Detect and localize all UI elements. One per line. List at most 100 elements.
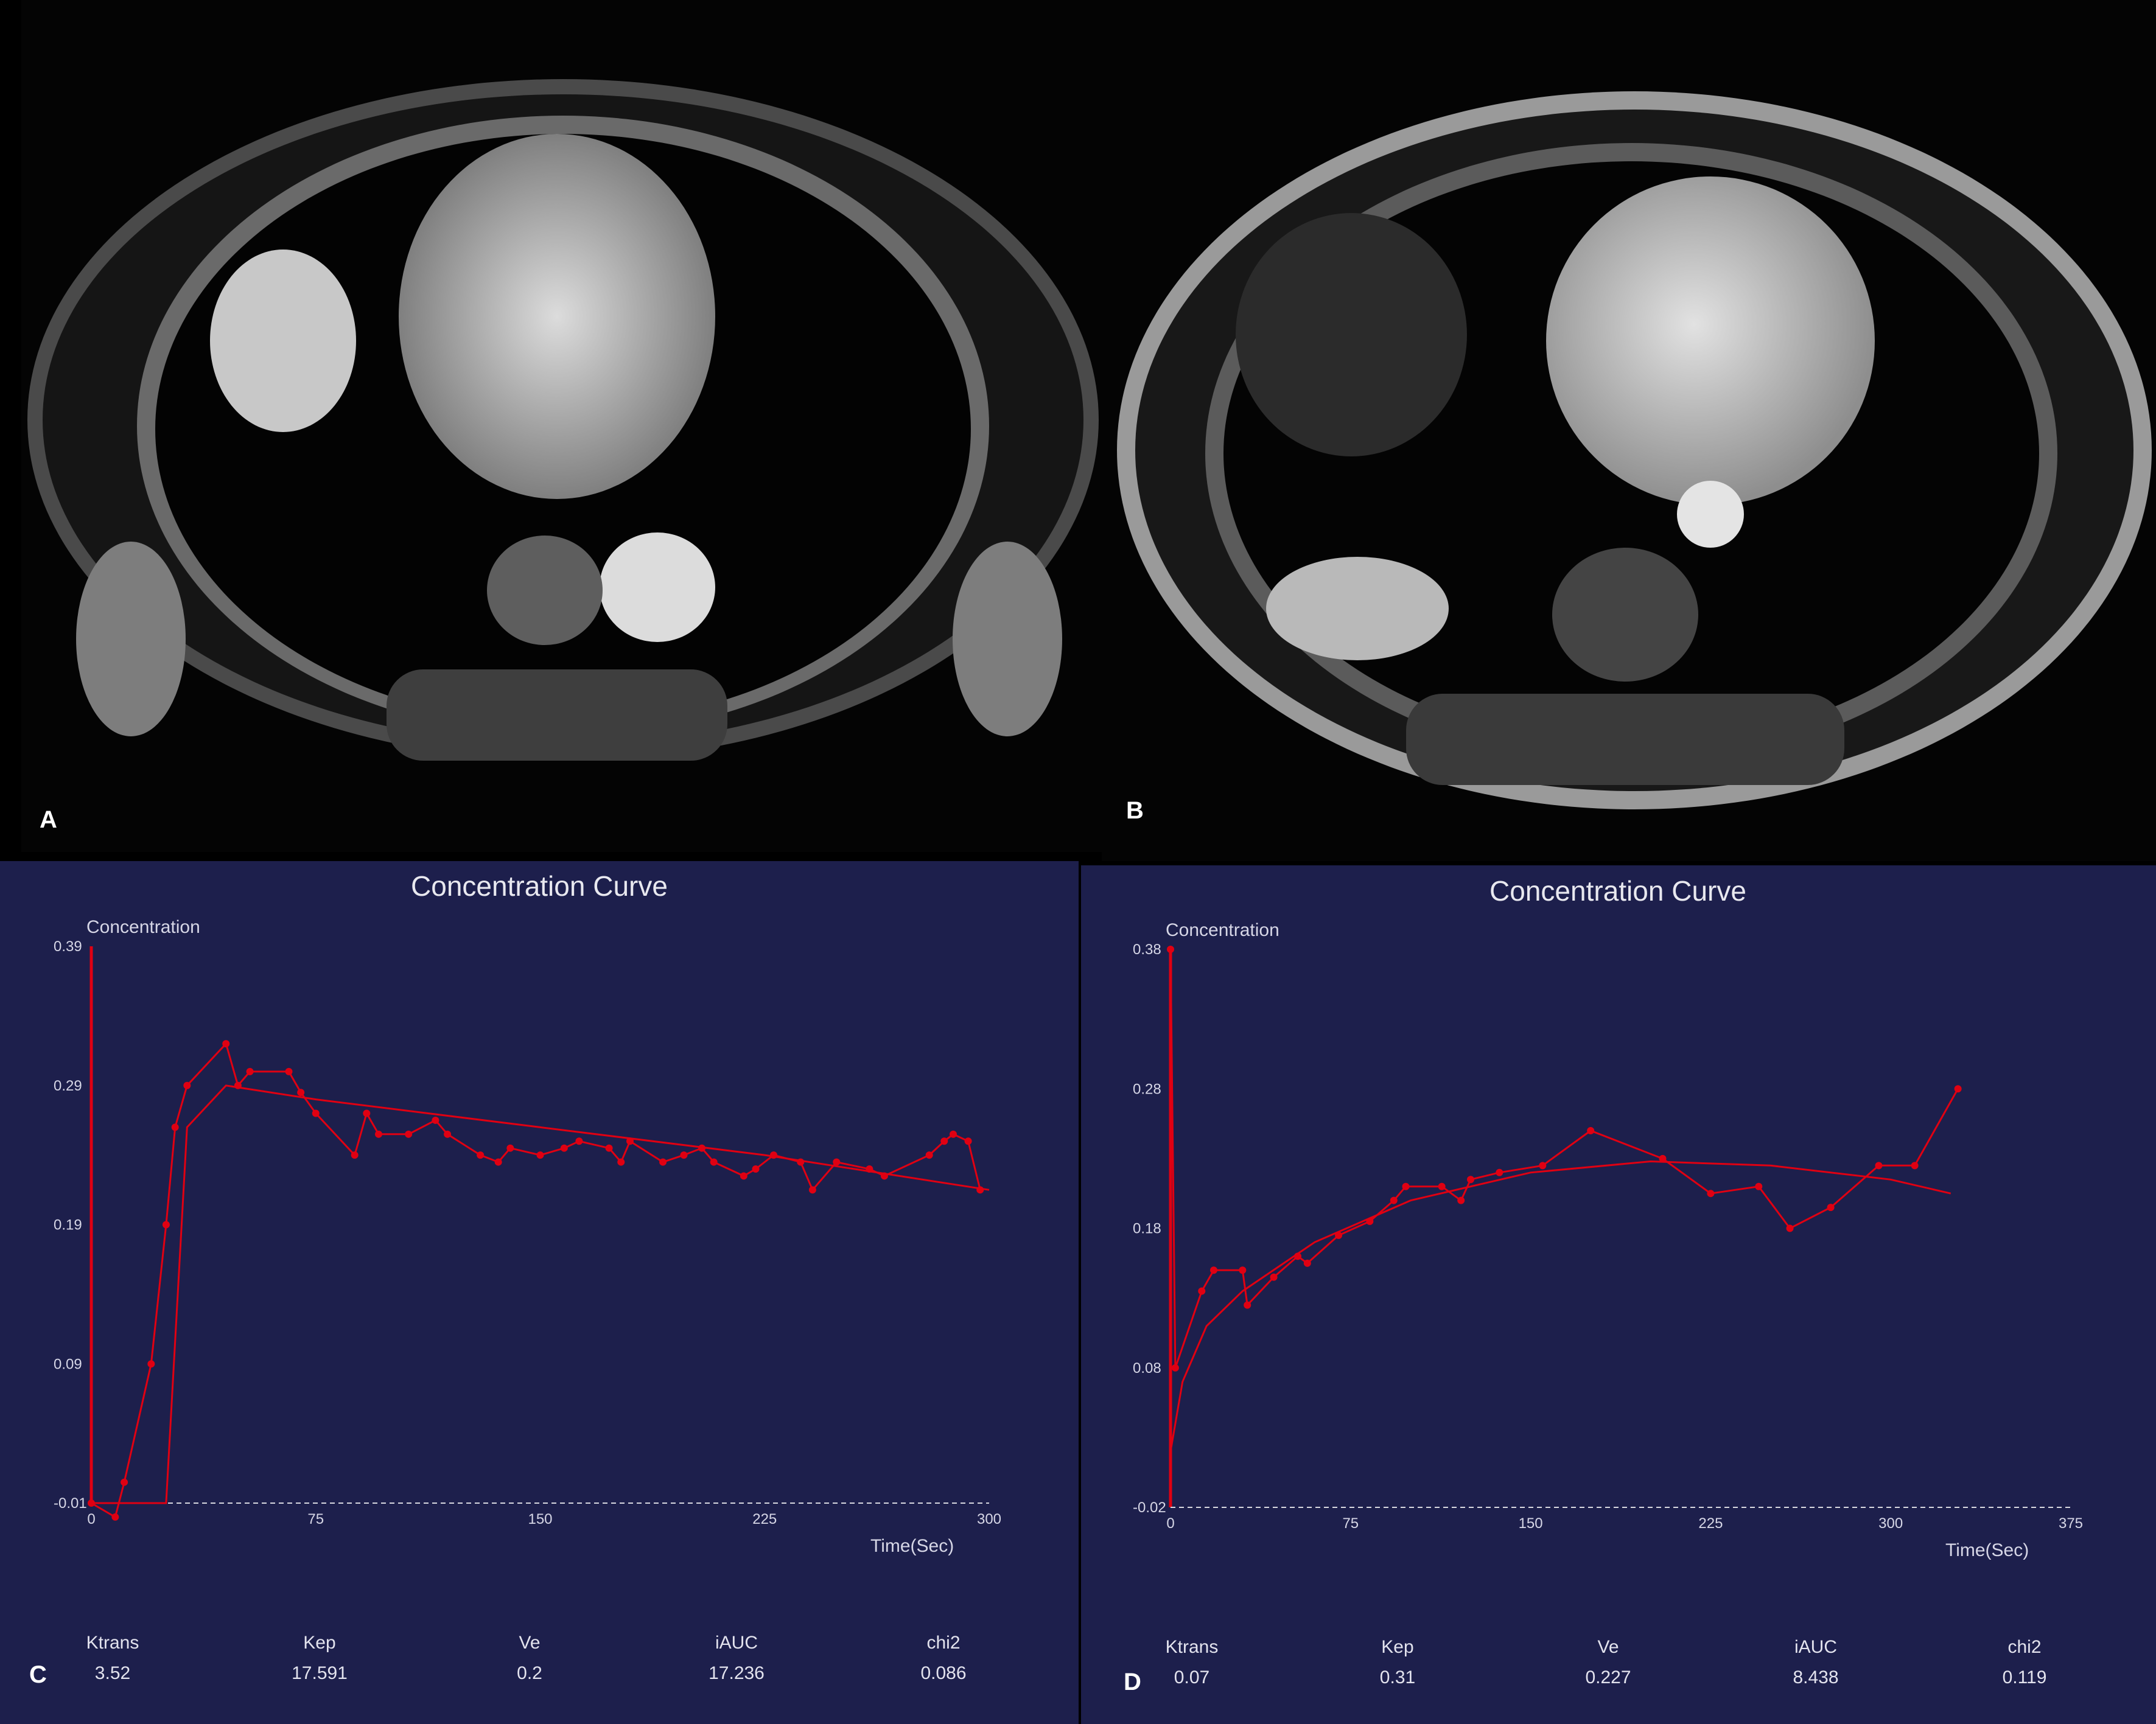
chart-title: Concentration Curve [1489,875,1746,907]
data-point [222,1040,230,1048]
data-point [147,1360,155,1368]
mri-scan-b [1102,0,2156,861]
data-point [1390,1196,1398,1204]
chart-c-svg: Concentration Curve Concentration Time(Sec… [54,870,1001,1556]
data-point [351,1151,359,1159]
param-value-ktrans: 0.07 [1174,1667,1210,1687]
data-point [752,1165,760,1173]
y-tick-label: 0.39 [54,938,82,955]
data-point [444,1130,452,1138]
x-axis-label: Time(Sec) [1945,1540,2029,1560]
param-value-iauc: 17.236 [709,1663,765,1683]
data-point [432,1116,439,1124]
data-point [121,1478,128,1486]
data-point [560,1144,568,1152]
data-point [680,1151,688,1159]
data-point [1755,1182,1763,1190]
mri-image-b: B [1102,0,2156,861]
data-point [925,1151,933,1159]
y-tick-label: 0.09 [54,1356,82,1372]
data-point [659,1158,667,1166]
param-value-chi2: 0.086 [920,1663,967,1683]
x-tick-label: 375 [2059,1515,2083,1532]
data-point [1209,1266,1217,1274]
mri-image-a: A [21,0,1102,852]
data-point [506,1144,514,1152]
data-point [246,1067,254,1075]
x-tick-label: 0 [87,1511,95,1527]
data-point [1875,1162,1883,1170]
data-point [1457,1196,1465,1204]
x-tick-label: 75 [1342,1515,1359,1532]
data-point [964,1137,972,1145]
data-point [1198,1287,1206,1295]
data-point [1539,1162,1547,1170]
data-point [312,1109,320,1117]
chart-title: Concentration Curve [411,870,668,902]
y-tick-label: -0.01 [54,1495,87,1512]
fit-curve-line [1169,1160,1951,1452]
x-tick-label: 225 [1698,1515,1723,1532]
y-tick-label: 0.28 [1133,1081,1161,1097]
data-point [1467,1176,1474,1184]
data-point [833,1158,841,1166]
param-value-kep: 0.31 [1379,1667,1416,1687]
data-point [171,1123,179,1131]
x-tick-label: 300 [977,1511,1001,1527]
param-value-ve: 0.227 [1585,1667,1631,1687]
param-label-kep: Kep [1381,1637,1414,1657]
x-tick-label: 225 [752,1511,777,1527]
param-label-kep: Kep [303,1633,336,1653]
param-label-ve: Ve [1597,1637,1619,1657]
y-tick-label: 0.38 [1133,941,1161,958]
param-value-chi2: 0.119 [2002,1667,2047,1687]
panel-label-a: A [40,806,57,833]
panel-label-d: D [1124,1669,1141,1695]
data-point [1954,1085,1962,1093]
data-point [1303,1259,1311,1267]
y-tick-label: 0.29 [54,1078,82,1094]
data-point [183,1081,191,1089]
param-label-iauc: iAUC [715,1633,758,1653]
data-point [477,1151,485,1159]
data-point [1167,946,1174,953]
y-axis-label: Concentration [1166,920,1279,940]
y-tick-label: 0.08 [1133,1360,1161,1377]
x-axis-label: Time(Sec) [870,1536,954,1556]
data-point [405,1130,413,1138]
chart-d-svg: Concentration Curve Concentration Time(Sec… [1133,875,2083,1560]
y-tick-label: -0.02 [1133,1499,1166,1516]
data-point [1270,1273,1278,1281]
param-value-ktrans: 3.52 [94,1663,131,1683]
measured-curve-line [1169,949,1959,1369]
data-point [605,1144,613,1152]
data-point [285,1067,293,1075]
data-point [1438,1182,1446,1190]
data-point [1911,1162,1919,1170]
fit-curve-line [91,1084,990,1504]
data-point [940,1137,948,1145]
panel-label-b: B [1126,797,1144,824]
data-point [710,1158,718,1166]
measured-curve-line [91,1042,981,1519]
data-point [162,1221,170,1229]
x-tick-label: 300 [1878,1515,1903,1532]
param-value-iauc: 8.438 [1793,1667,1839,1687]
data-point [617,1158,625,1166]
data-point [1786,1224,1794,1232]
x-tick-label: 0 [1166,1515,1174,1532]
param-label-ktrans: Ktrans [86,1633,139,1653]
param-value-kep: 17.591 [292,1663,348,1683]
data-point [111,1513,119,1521]
param-label-iauc: iAUC [1794,1637,1837,1657]
data-point [1707,1190,1715,1198]
data-point [536,1151,544,1159]
data-point [297,1089,305,1097]
param-label-ktrans: Ktrans [1165,1637,1219,1657]
data-point [1827,1204,1835,1212]
data-point [1239,1266,1247,1274]
data-point [1587,1127,1595,1135]
param-value-ve: 0.2 [517,1663,542,1683]
x-tick-label: 150 [528,1511,552,1527]
mri-scan-a [21,0,1102,852]
